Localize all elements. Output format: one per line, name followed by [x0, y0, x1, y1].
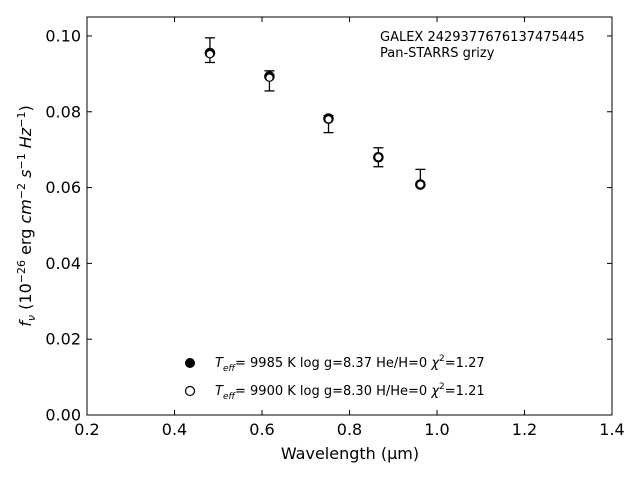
x-tick-label: 1.2 [512, 420, 537, 439]
y-tick-label: 0.08 [45, 102, 81, 121]
legend-marker-filled [185, 358, 195, 368]
x-tick-label: 0.2 [74, 420, 99, 439]
legend: Teff= 9985 K log g=8.37 He/H=0 χ2=1.27 T… [184, 354, 485, 402]
x-axis-ticks: 0.2 0.4 0.6 0.8 1.0 1.2 1.4 [74, 17, 625, 439]
plot-area [86, 16, 613, 416]
y-tick-label: 0.06 [45, 178, 81, 197]
y-tick-label: 0.04 [45, 254, 81, 273]
model-point-open [265, 73, 274, 82]
y-tick-label: 0.10 [45, 26, 81, 45]
annotation-survey: Pan-STARRS grizy [380, 46, 495, 61]
x-axis-title: Wavelength (μm) [281, 444, 419, 463]
annotation-object-name: GALEX 2429377676137475445 [380, 30, 585, 45]
x-tick-label: 0.8 [337, 420, 362, 439]
model-point-open [324, 115, 333, 124]
legend-entry-2: Teff= 9900 K log g=8.30 H/He=0 χ2=1.21 [215, 382, 485, 402]
y-axis-ticks: 0.00 0.02 0.04 0.06 0.08 0.10 [45, 26, 612, 425]
x-tick-label: 1.4 [599, 420, 624, 439]
x-tick-label: 0.6 [249, 420, 274, 439]
model-point-open [374, 153, 383, 162]
y-tick-label: 0.02 [45, 330, 81, 349]
x-tick-label: 0.4 [162, 420, 187, 439]
legend-marker-open [184, 385, 196, 397]
data-markers [204, 47, 426, 190]
x-tick-label: 1.0 [424, 420, 449, 439]
y-axis-title: fν (10−26 erg cm−2 s−1 Hz−1) [15, 105, 38, 326]
model-point-open [205, 50, 215, 59]
model-point-open [416, 180, 425, 189]
legend-entry-1: Teff= 9985 K log g=8.37 He/H=0 χ2=1.27 [215, 354, 485, 374]
y-tick-label: 0.00 [45, 406, 81, 425]
